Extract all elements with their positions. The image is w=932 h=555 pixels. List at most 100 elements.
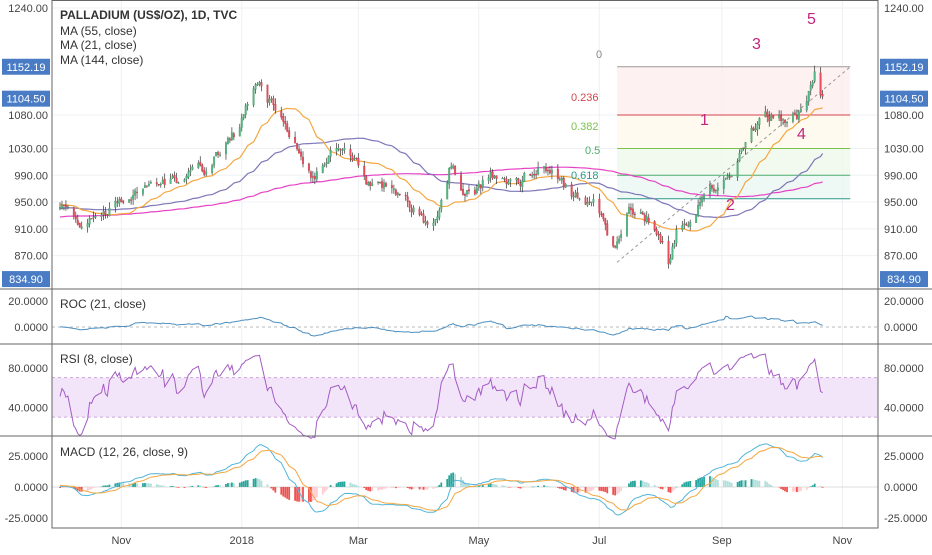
- candle-down: [155, 182, 158, 185]
- candle-up: [92, 216, 95, 219]
- candle-up: [329, 149, 332, 157]
- candle-up: [134, 190, 137, 196]
- macd-histogram-bar: [420, 486, 423, 490]
- macd-histogram-bar: [450, 473, 453, 487]
- candle-up: [149, 182, 152, 184]
- candle-up: [750, 128, 753, 143]
- indicator-y-label-right: 80.0000: [884, 363, 924, 375]
- candle-down: [570, 184, 573, 197]
- macd-histogram-bar: [371, 486, 374, 492]
- candle-up: [645, 216, 648, 222]
- macd-histogram-bar: [667, 486, 670, 493]
- macd-histogram-bar: [766, 482, 769, 487]
- candle-up: [412, 207, 415, 213]
- candle-up: [673, 243, 676, 247]
- candle-up: [80, 226, 83, 229]
- macd-histogram-bar: [547, 486, 549, 487]
- macd-histogram-bar: [612, 486, 615, 495]
- candle-down: [173, 175, 176, 178]
- wave-5: 5: [807, 11, 816, 28]
- indicator-y-label-right: 0.0000: [884, 482, 918, 494]
- macd-histogram-bar: [701, 477, 703, 487]
- macd-histogram-bar: [659, 486, 662, 489]
- chart-title: PALLADIUM (US$/OZ), 1D, TVC: [60, 8, 237, 22]
- macd-histogram-bar: [479, 485, 482, 487]
- candle-up: [440, 200, 443, 210]
- macd-histogram-bar: [657, 486, 660, 488]
- macd-histogram-bar: [337, 482, 340, 487]
- candle-down: [349, 149, 352, 157]
- macd-histogram-bar: [756, 480, 759, 487]
- macd-histogram-bar: [100, 486, 103, 488]
- y-tick-label-right: 1030.00: [884, 144, 924, 156]
- candle-down: [104, 211, 107, 215]
- y-tick-label-right: 870.00: [884, 251, 918, 263]
- macd-histogram-bar: [288, 486, 291, 500]
- candle-down: [547, 169, 549, 172]
- macd-histogram-bar: [294, 486, 296, 501]
- macd-histogram-bar: [551, 486, 553, 488]
- indicator-y-label-left: -25.0000: [5, 513, 48, 525]
- macd-histogram-bar: [685, 481, 688, 487]
- macd-histogram-bar: [412, 486, 415, 490]
- macd-histogram-bar: [606, 486, 609, 494]
- macd-histogram-bar: [452, 472, 455, 487]
- macd-histogram-bar: [329, 485, 332, 487]
- macd-histogram-bar: [349, 482, 352, 487]
- candle-down: [604, 218, 607, 225]
- macd-title: MACD (12, 26, close, 9): [60, 445, 188, 459]
- x-tick-label: May: [468, 535, 489, 547]
- macd-histogram-bar: [146, 483, 148, 487]
- macd-histogram-bar: [531, 486, 534, 488]
- price-badge: [2, 90, 50, 107]
- candle-up: [620, 234, 623, 238]
- candle-up: [639, 211, 642, 214]
- macd-histogram-bar: [764, 480, 767, 487]
- candle-up: [740, 148, 743, 153]
- candle-up: [448, 168, 451, 185]
- candle-up: [256, 84, 259, 86]
- candle-up: [191, 166, 194, 170]
- candle-up: [797, 111, 800, 120]
- candle-up: [531, 174, 534, 177]
- candle-down: [120, 198, 123, 202]
- macd-histogram-bar: [396, 486, 399, 488]
- macd-histogram-bar: [92, 486, 95, 489]
- candle-up: [161, 179, 164, 184]
- macd-histogram-bar: [466, 483, 468, 487]
- candle-down: [460, 174, 462, 191]
- macd-histogram-bar: [772, 486, 775, 487]
- ma144-legend: MA (144, close): [60, 53, 143, 67]
- macd-histogram-bar: [404, 486, 407, 488]
- candle-up: [118, 199, 121, 204]
- candle-up: [211, 165, 214, 173]
- macd-histogram-bar: [161, 485, 164, 487]
- candle-up: [383, 182, 385, 189]
- candle-up: [258, 82, 261, 85]
- macd-histogram-bar: [252, 478, 255, 487]
- macd-histogram-bar: [813, 483, 816, 487]
- candle-up: [681, 224, 684, 231]
- candle-down: [795, 115, 798, 119]
- rsi-title: RSI (8, close): [60, 352, 133, 366]
- candle-up: [487, 177, 490, 181]
- candle-down: [464, 194, 466, 196]
- macd-histogram-bar: [171, 485, 174, 487]
- macd-histogram-bar: [673, 486, 676, 490]
- macd-histogram-bar: [391, 486, 393, 489]
- candle-up: [550, 169, 553, 174]
- macd-histogram-bar: [794, 486, 796, 492]
- candle-up: [102, 211, 105, 215]
- fib-label-0236: 0.236: [571, 92, 599, 104]
- candle-up: [353, 158, 356, 160]
- candle-down: [74, 216, 77, 220]
- candle-down: [282, 115, 285, 122]
- macd-histogram-bar: [187, 486, 190, 488]
- candle-up: [703, 194, 705, 199]
- candle-up: [335, 148, 338, 152]
- macd-histogram-bar: [716, 480, 719, 487]
- macd-histogram-bar: [614, 486, 617, 496]
- macd-histogram-bar: [394, 486, 397, 489]
- chart-frame: [51, 0, 879, 529]
